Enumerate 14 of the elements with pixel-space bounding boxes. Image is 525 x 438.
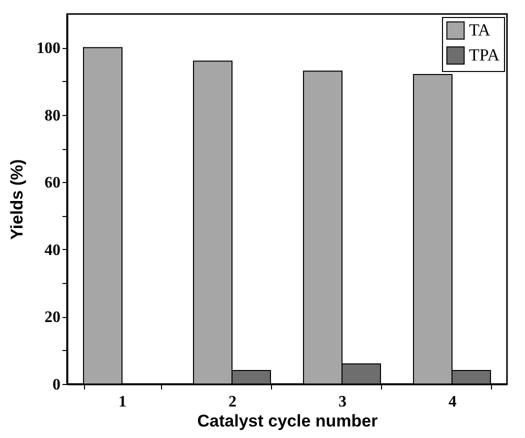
x-axis-title: Catalyst cycle number [197, 412, 378, 430]
y-tick-label: 20 [44, 309, 60, 326]
y-tick-label: 60 [44, 174, 60, 192]
legend-label: TA [469, 20, 492, 40]
y-tick-label: 100 [36, 40, 60, 58]
x-tick-label: 1 [118, 394, 126, 410]
x-tick-label: 2 [228, 394, 236, 410]
y-tick-label: 80 [44, 107, 60, 124]
legend-label: TPA [469, 46, 500, 64]
x-tick-label: 4 [448, 394, 456, 410]
y-tick-label: 40 [44, 242, 60, 259]
x-tick-label: 3 [338, 394, 346, 410]
y-tick-label: 0 [52, 376, 60, 394]
y-axis-title: Yields (%) [8, 159, 26, 240]
